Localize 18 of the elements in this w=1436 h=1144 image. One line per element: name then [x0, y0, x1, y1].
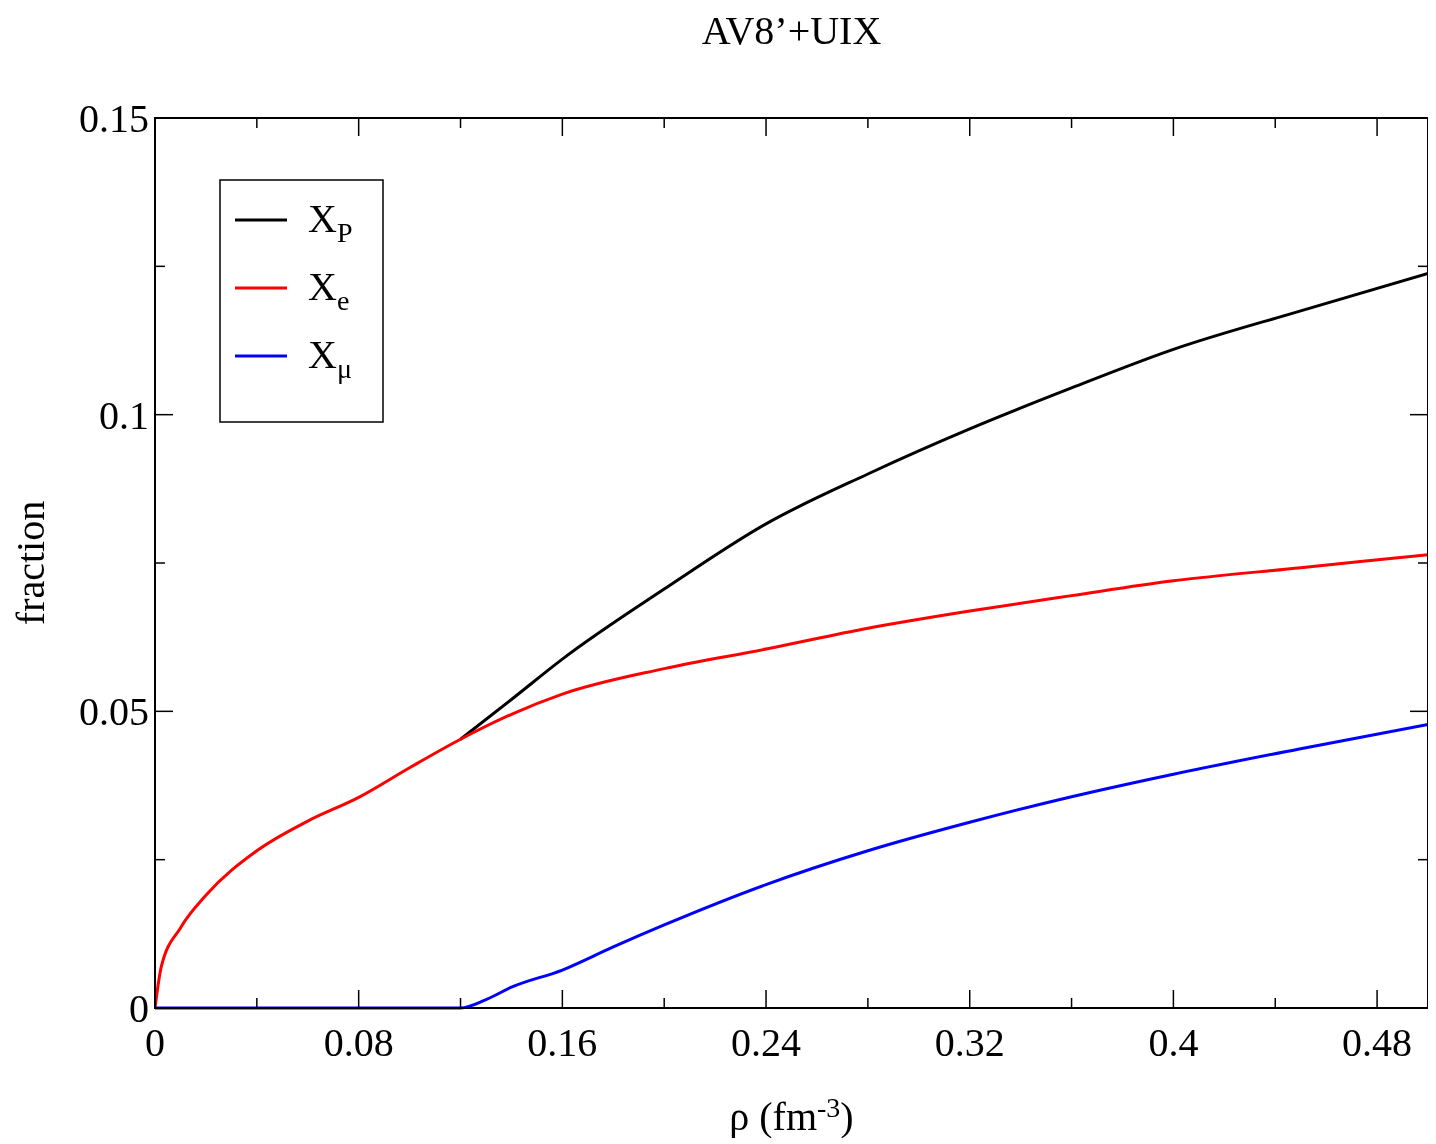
- line-series: [155, 722, 1428, 1010]
- legend-label: X$_{μ}$: [308, 332, 352, 384]
- x-tick-label: 0.16: [527, 1020, 598, 1065]
- x-tick-label: 0.48: [1342, 1020, 1413, 1065]
- x-tick-label: 0.32: [934, 1020, 1005, 1065]
- y-axis-title: fraction: [8, 500, 53, 626]
- x-axis-title: ρ (fm$^{-3}$): [729, 1092, 854, 1139]
- x-tick-label: 0.24: [731, 1020, 802, 1065]
- legend-label: X$_{e}$: [308, 264, 350, 316]
- legend-label: X$_{P}$: [308, 196, 353, 248]
- y-tick-label: 0: [129, 986, 149, 1031]
- y-tick-label: 0.05: [79, 689, 149, 735]
- y-tick-label: 0.15: [79, 96, 149, 141]
- x-tick-label: 0.08: [323, 1020, 394, 1065]
- x-tick-label: 0.4: [1148, 1020, 1199, 1065]
- chart-title: AV8’+UIX: [701, 8, 882, 53]
- line-series: [155, 553, 1428, 1010]
- y-tick-label: 0.1: [99, 392, 149, 438]
